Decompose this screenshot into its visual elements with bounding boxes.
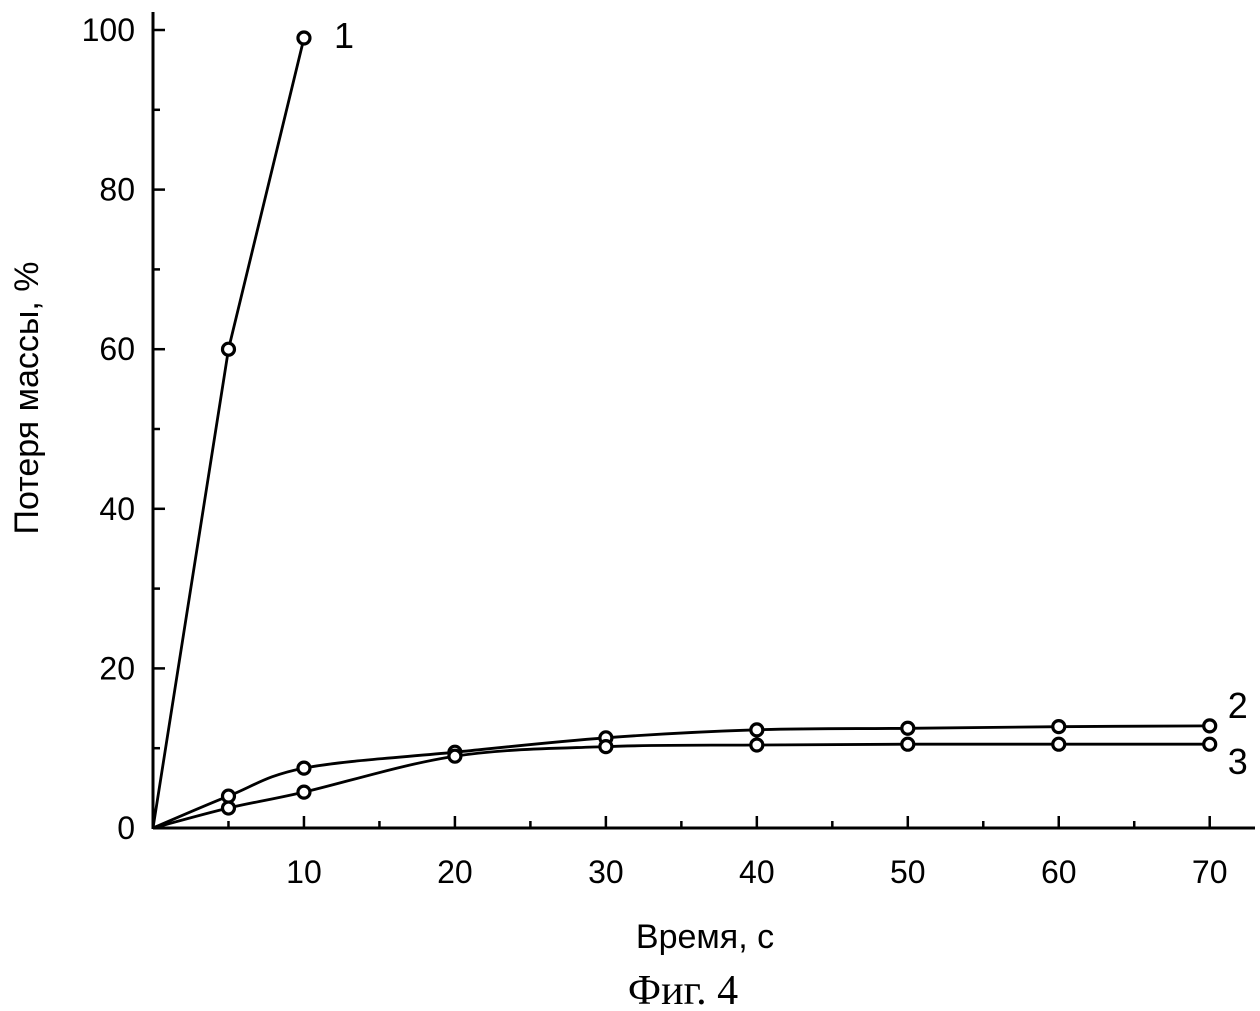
series-label-3: 3 bbox=[1228, 741, 1248, 782]
axes bbox=[153, 12, 1255, 829]
y-tick-label: 80 bbox=[99, 172, 135, 208]
x-tick-label: 10 bbox=[286, 854, 322, 890]
series-2-point bbox=[222, 790, 234, 802]
series-1-point bbox=[298, 32, 310, 44]
series-1-point bbox=[222, 343, 234, 355]
series-label-2: 2 bbox=[1228, 685, 1248, 726]
series-2-point bbox=[1204, 720, 1216, 732]
figure-caption: Фиг. 4 bbox=[628, 968, 738, 1011]
series-3-point bbox=[600, 741, 612, 753]
y-tick-label: 20 bbox=[99, 650, 135, 686]
series-line-1 bbox=[153, 38, 304, 828]
series-3-point bbox=[222, 802, 234, 814]
x-tick-label: 40 bbox=[739, 854, 775, 890]
x-tick-label: 30 bbox=[588, 854, 624, 890]
y-tick-label: 100 bbox=[82, 12, 135, 48]
series-layer: 1 2 3 bbox=[153, 15, 1248, 828]
series-line-2 bbox=[153, 726, 1210, 828]
series-2-point bbox=[751, 724, 763, 736]
series-3-point bbox=[449, 750, 461, 762]
y-tick-label: 60 bbox=[99, 331, 135, 367]
series-3-point bbox=[1204, 738, 1216, 750]
series-line-3 bbox=[153, 744, 1210, 828]
x-tick-label: 20 bbox=[437, 854, 473, 890]
x-tick-label: 70 bbox=[1192, 854, 1228, 890]
x-tick-label: 60 bbox=[1041, 854, 1077, 890]
series-2-point bbox=[902, 722, 914, 734]
x-axis-title: Время, с bbox=[636, 918, 774, 956]
series-3-point bbox=[902, 738, 914, 750]
ticks: 0 20 40 60 80 100 10 20 30 40 50 60 70 bbox=[82, 12, 1228, 890]
series-2-point bbox=[298, 762, 310, 774]
series-3-point bbox=[1053, 738, 1065, 750]
y-tick-label: 40 bbox=[99, 491, 135, 527]
y-axis-title: Потеря массы, % bbox=[8, 262, 46, 535]
series-3-point bbox=[298, 786, 310, 798]
y-tick-label: 0 bbox=[117, 810, 135, 846]
series-label-1: 1 bbox=[334, 15, 354, 56]
x-tick-label: 50 bbox=[890, 854, 926, 890]
series-2-point bbox=[1053, 721, 1065, 733]
series-3-point bbox=[751, 739, 763, 751]
